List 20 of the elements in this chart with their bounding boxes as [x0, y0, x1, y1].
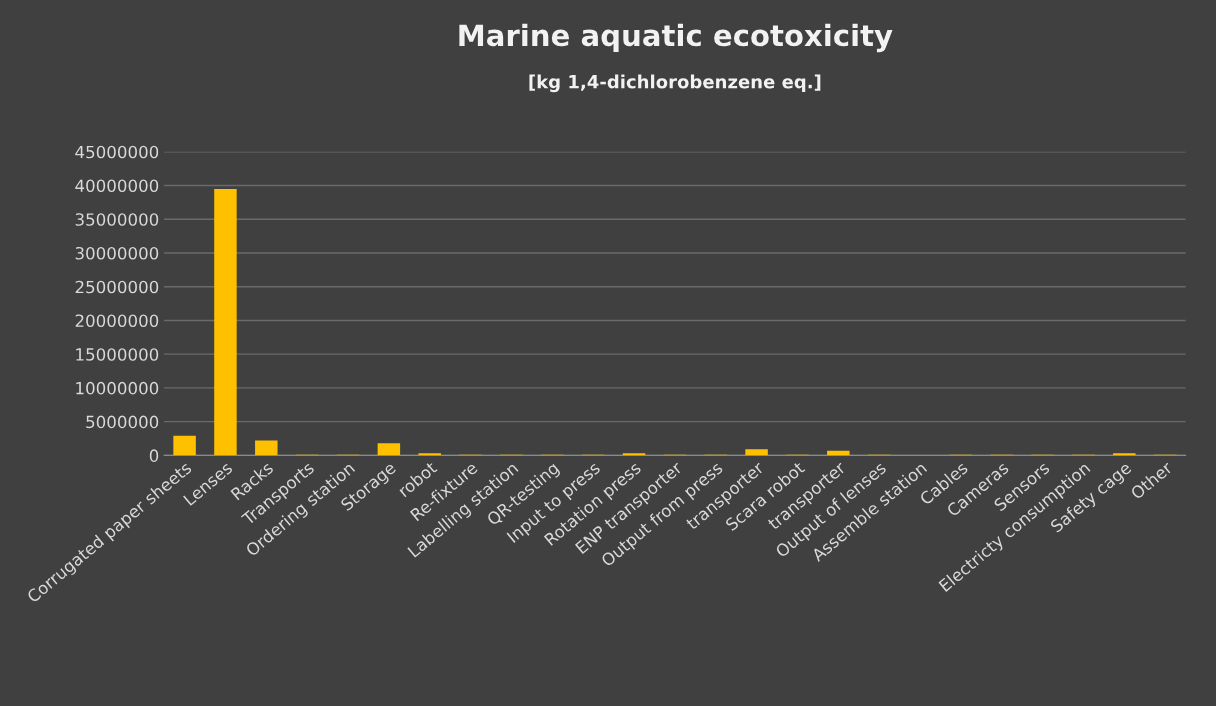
y-tick-label: 40000000 [75, 179, 159, 193]
bar [377, 443, 401, 456]
bar [745, 449, 768, 456]
bar [214, 188, 237, 456]
y-tick-label: 0 [149, 449, 159, 462]
y-tick-label: 10000000 [76, 381, 159, 395]
y-tick-label: 5000000 [86, 415, 159, 429]
bar [255, 440, 278, 456]
y-tick-label: 25000000 [75, 280, 159, 294]
chart-subtitle: [kg 1,4-dichlorobenzene eq.] [529, 74, 821, 93]
y-tick-label: 20000000 [75, 314, 159, 328]
chart-title: Marine aquatic ecotoxicity [459, 23, 893, 53]
bar [173, 435, 196, 456]
bar [622, 453, 646, 456]
y-tick-label: 35000000 [75, 213, 159, 226]
y-tick-label: 45000000 [75, 145, 159, 159]
y-tick-label: 30000000 [75, 246, 159, 260]
y-tick-label: 15000000 [76, 348, 159, 361]
bar [418, 453, 441, 456]
bar [1113, 453, 1136, 456]
